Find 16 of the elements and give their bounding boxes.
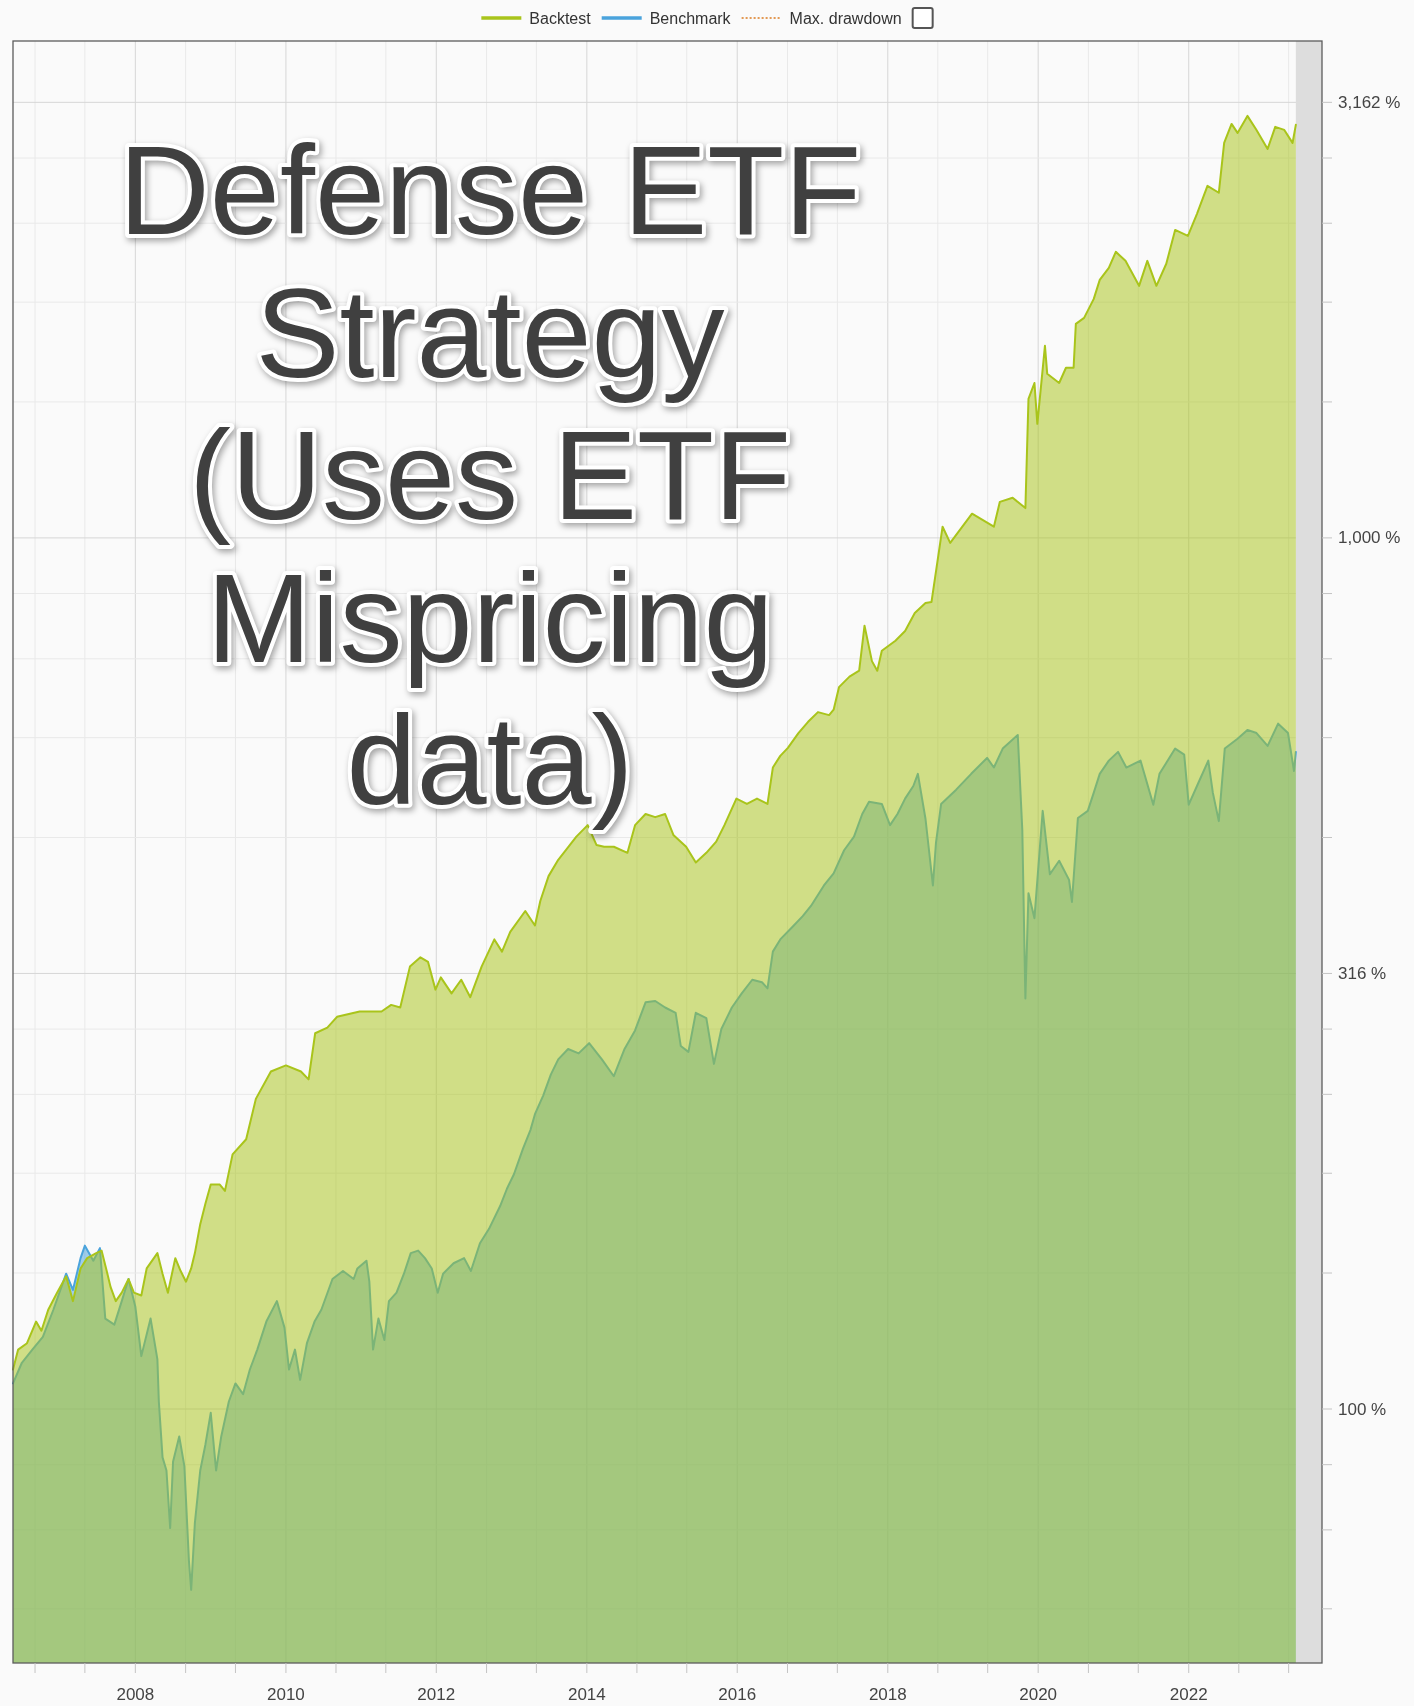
legend-label: Max. drawdown [789,9,902,27]
legend-label: Benchmark [649,9,732,27]
x-tick-label: 2022 [1169,1684,1208,1704]
x-tick-label: 2018 [868,1684,907,1704]
y-tick-label: 100 % [1338,1399,1387,1419]
y-tick-label: 1,000 % [1338,528,1401,548]
x-tick-label: 2008 [116,1684,155,1704]
x-tick-label: 2012 [417,1684,456,1704]
y-tick-label: 3,162 % [1338,92,1401,112]
x-tick-label: 2020 [1019,1684,1058,1704]
x-tick-label: 2014 [567,1684,606,1704]
x-tick-label: 2010 [267,1684,305,1704]
x-tick-label: 2016 [718,1684,757,1704]
legend-label: Backtest [529,9,592,27]
y-tick-label: 316 % [1338,963,1387,983]
text: Defense ETF Strategy (Uses ETF Mispricing data) [118,120,862,831]
